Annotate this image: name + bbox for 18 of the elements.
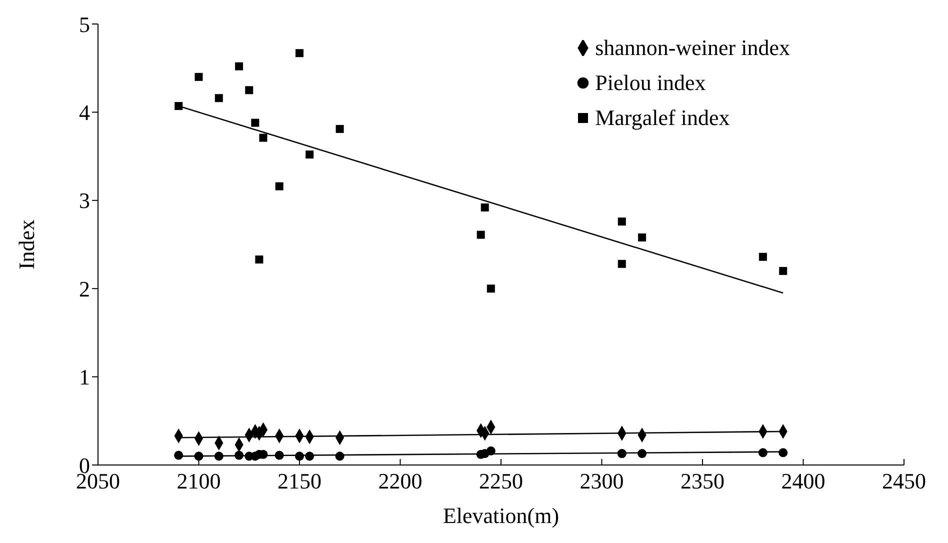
x-tick-label: 2450 [882,468,926,494]
y-tick-label: 4 [79,100,90,126]
x-tick-label: 2200 [378,468,422,494]
y-axis-title: Index [14,219,39,270]
x-axis-title: Elevation(m) [442,503,560,528]
x-tick-label: 2350 [680,468,724,494]
x-tick-label: 2100 [176,468,221,494]
y-tick-label: 2 [79,276,90,302]
legend-label: shannon-weiner index [595,34,790,62]
legend-label: Pielou index [595,69,706,97]
x-tick-label: 2150 [278,468,322,494]
x-tick-label: 2300 [580,468,624,494]
x-tick-label: 2250 [479,468,523,494]
x-tick-label: 2400 [781,468,826,494]
y-tick-label: 3 [79,188,90,214]
legend-label: Margalef index [595,104,730,132]
y-tick-label: 5 [79,12,90,37]
y-tick-label: 1 [79,364,90,390]
